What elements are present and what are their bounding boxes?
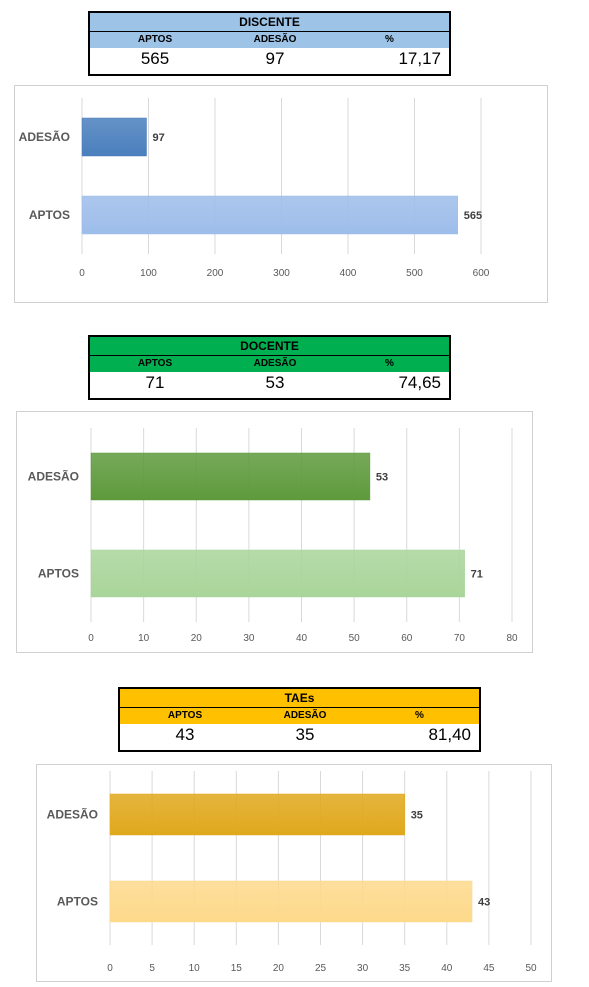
value-percent: 17,17 — [398, 49, 441, 68]
value-percent: 81,40 — [428, 725, 471, 744]
value-aptos: 71 — [145, 373, 165, 392]
y-category-label: ADESÃO — [19, 129, 70, 144]
x-tick-label: 20 — [273, 963, 285, 974]
chart-svg: 0 10 20 30 40 50 60 70 80 ADESÃO 53 APTOS 71 — [28, 428, 518, 644]
header-aptos: APTOS — [137, 358, 173, 369]
x-tick-label: 600 — [473, 268, 490, 279]
x-tick-label: 60 — [401, 633, 413, 644]
value-percent: 74,65 — [398, 373, 441, 392]
x-tick-label: 10 — [138, 633, 150, 644]
x-tick-label: 10 — [189, 963, 201, 974]
bar-adesao — [90, 452, 371, 501]
bar-aptos — [81, 195, 458, 235]
y-category-label: APTOS — [38, 567, 79, 581]
value-adesao: 97 — [265, 49, 285, 68]
header-aptos: APTOS — [137, 34, 173, 45]
x-tick-label: 0 — [107, 963, 113, 974]
header-percent: % — [385, 358, 394, 369]
header-adesao: ADESÃO — [253, 34, 297, 45]
chart-discente: 0 100 200 300 400 500 600 ADESÃO 97 APTOS 565 — [14, 85, 548, 303]
chart-svg: 0 5 10 15 20 25 30 35 40 45 50 ADESÃO 35 APTOS 43 — [47, 771, 537, 974]
x-tick-label: 35 — [399, 963, 411, 974]
table-title: TAEs — [120, 689, 479, 708]
table-title: DOCENTE — [90, 337, 449, 356]
bar-aptos — [109, 880, 473, 923]
x-tick-label: 15 — [231, 963, 243, 974]
chart-docente: 0 10 20 30 40 50 60 70 80 ADESÃO 53 APTOS 71 — [16, 411, 533, 653]
x-tick-label: 100 — [140, 268, 157, 279]
summary-table-docente: DOCENTE APTOS ADESÃO % 71 53 74,65 — [88, 335, 451, 400]
table-header-row: APTOS ADESÃO % — [120, 708, 479, 724]
table-header-row: APTOS ADESÃO % — [90, 32, 449, 48]
x-tick-label: 50 — [349, 633, 361, 644]
chart-svg: 0 100 200 300 400 500 600 ADESÃO 97 APTOS 565 — [19, 98, 490, 279]
summary-table-taes: TAEs APTOS ADESÃO % 43 35 81,40 — [118, 687, 481, 752]
value-aptos: 43 — [175, 725, 195, 744]
chart-taes: 0 5 10 15 20 25 30 35 40 45 50 ADESÃO 35 APTOS 43 — [36, 764, 552, 982]
data-label: 71 — [471, 569, 483, 581]
data-label: 565 — [464, 210, 482, 222]
y-category-label: APTOS — [57, 895, 98, 909]
x-tick-label: 40 — [296, 633, 308, 644]
data-label: 97 — [153, 132, 165, 144]
x-tick-label: 25 — [315, 963, 327, 974]
data-label: 53 — [376, 472, 388, 484]
x-tick-label: 200 — [207, 268, 224, 279]
bar-adesao — [109, 793, 405, 836]
header-adesao: ADESÃO — [253, 358, 297, 369]
table-value-row: 71 53 74,65 — [90, 372, 449, 394]
x-tick-label: 300 — [273, 268, 290, 279]
y-category-label: ADESÃO — [47, 807, 98, 822]
table-value-row: 43 35 81,40 — [120, 724, 479, 746]
table-title: DISCENTE — [90, 13, 449, 32]
x-tick-label: 0 — [88, 633, 94, 644]
value-aptos: 565 — [140, 49, 170, 68]
header-adesao: ADESÃO — [283, 710, 327, 721]
bar-aptos — [90, 549, 465, 598]
x-tick-label: 40 — [441, 963, 453, 974]
x-tick-label: 20 — [191, 633, 203, 644]
x-tick-label: 50 — [525, 963, 537, 974]
x-tick-label: 80 — [506, 633, 518, 644]
x-tick-label: 500 — [406, 268, 423, 279]
value-adesao: 53 — [265, 373, 285, 392]
x-tick-label: 30 — [357, 963, 369, 974]
data-label: 35 — [411, 810, 423, 822]
x-tick-label: 0 — [79, 268, 85, 279]
table-header-row: APTOS ADESÃO % — [90, 356, 449, 372]
header-aptos: APTOS — [167, 710, 203, 721]
y-category-label: ADESÃO — [28, 469, 79, 484]
header-percent: % — [385, 34, 394, 45]
header-percent: % — [415, 710, 424, 721]
x-tick-label: 5 — [149, 963, 155, 974]
data-label: 43 — [478, 897, 490, 909]
x-tick-label: 45 — [483, 963, 495, 974]
summary-table-discente: DISCENTE APTOS ADESÃO % 565 97 17,17 — [88, 11, 451, 76]
x-tick-label: 30 — [243, 633, 255, 644]
table-value-row: 565 97 17,17 — [90, 48, 449, 70]
y-category-label: APTOS — [29, 208, 70, 222]
bar-adesao — [81, 117, 147, 157]
x-tick-label: 70 — [454, 633, 466, 644]
value-adesao: 35 — [295, 725, 315, 744]
x-tick-label: 400 — [340, 268, 357, 279]
